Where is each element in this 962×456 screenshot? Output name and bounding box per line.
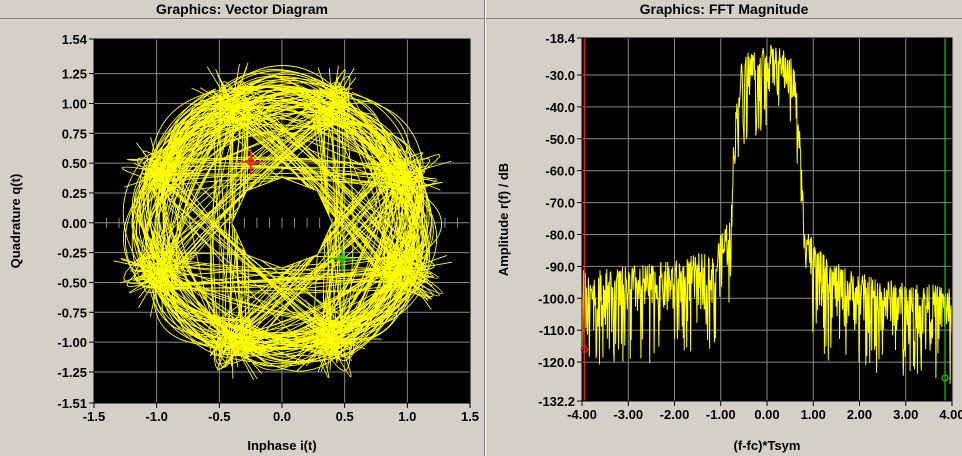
x-tick-label: -1.0	[145, 409, 167, 424]
y-tick-label: 1.25	[62, 67, 87, 82]
x-tick-label: 1.5	[461, 409, 479, 424]
marker-2[interactable]	[329, 245, 356, 272]
vector-diagram-title: Graphics: Vector Diagram	[0, 0, 484, 19]
y-tick-label: -18.4	[545, 31, 575, 46]
y-tick-label: -1.25	[57, 365, 87, 380]
x-tick-label: -4.00	[567, 407, 597, 422]
x-tick-label: 1.0	[398, 409, 416, 424]
y-tick-label: 0.50	[62, 156, 87, 171]
y-tick-label: -40.0	[545, 100, 575, 115]
y-tick-label: -1.00	[57, 335, 87, 350]
y-tick-label: -0.25	[57, 246, 87, 261]
x-tick-label: 0.5	[336, 409, 354, 424]
x-tick-label: -1.5	[83, 409, 105, 424]
vector-diagram-panel: Graphics: Vector Diagram -1.5 -1.0 -0.5 0.0…	[0, 0, 484, 456]
y-tick-label: 0.25	[62, 186, 87, 201]
x-axis-label: Inphase i(t)	[247, 438, 316, 453]
marker-1[interactable]	[237, 148, 264, 175]
y-tick-label: 0.75	[62, 126, 87, 141]
fft-trace	[581, 44, 953, 384]
x-tick-label: -1.00	[706, 407, 736, 422]
y-tick-label: -0.50	[57, 275, 87, 290]
y-tick-label: -110.0	[539, 323, 575, 338]
marker-2[interactable]	[941, 38, 949, 401]
fft-magnitude-title: Graphics: FFT Magnitude	[486, 0, 962, 19]
x-tick-label: 0.00	[754, 407, 779, 422]
y-tick-label: 0.00	[62, 216, 87, 231]
y-axis-label: Amplitude r(f) / dB	[496, 163, 511, 276]
y-tick-label: -90.0	[545, 259, 575, 274]
y-tick-label: -30.0	[545, 68, 575, 83]
x-tick-label: -0.5	[208, 409, 230, 424]
marker-1[interactable]	[580, 38, 588, 401]
vector-diagram-chart[interactable]: -1.5 -1.0 -0.5 0.0 0.5 1.0 1.5 1.54 1.25 1.00 0.75…	[0, 0, 484, 456]
y-tick-label: 1.54	[62, 32, 88, 47]
y-tick-label: 1.00	[62, 96, 87, 111]
x-tick-label: -2.00	[660, 407, 690, 422]
fft-magnitude-chart[interactable]: -4.00 -3.00 -2.00 -1.00 0.00 1.00 2.00 3.00 4.00…	[486, 0, 962, 456]
y-tick-label: -80.0	[545, 227, 575, 242]
y-tick-label: -120.0	[538, 355, 575, 370]
y-tick-label: -132.2	[538, 394, 575, 409]
y-tick-label: -50.0	[545, 132, 575, 147]
y-tick-label: -70.0	[545, 196, 575, 211]
y-tick-label: -0.75	[57, 305, 87, 320]
y-axis-label: Quadrature q(t)	[8, 174, 23, 269]
x-tick-label: 4.00	[939, 407, 962, 422]
plot-frame	[581, 37, 953, 402]
x-tick-label: -3.00	[613, 407, 643, 422]
x-tick-label: 1.00	[801, 407, 826, 422]
x-tick-label: 2.00	[847, 407, 872, 422]
y-tick-label: -60.0	[545, 164, 575, 179]
fft-magnitude-panel: Graphics: FFT Magnitude -4.00 -3.00 -2.00-…	[486, 0, 962, 456]
panel-divider[interactable]	[484, 0, 486, 456]
x-tick-label: 0.0	[273, 409, 291, 424]
x-axis-label: (f-fc)*Tsym	[734, 438, 801, 453]
plot-frame	[93, 38, 471, 404]
iq-trajectory	[113, 62, 452, 380]
y-tick-label: -1.51	[57, 396, 87, 411]
x-tick-label: 3.00	[893, 407, 918, 422]
y-tick-label: -100.0	[538, 291, 575, 306]
